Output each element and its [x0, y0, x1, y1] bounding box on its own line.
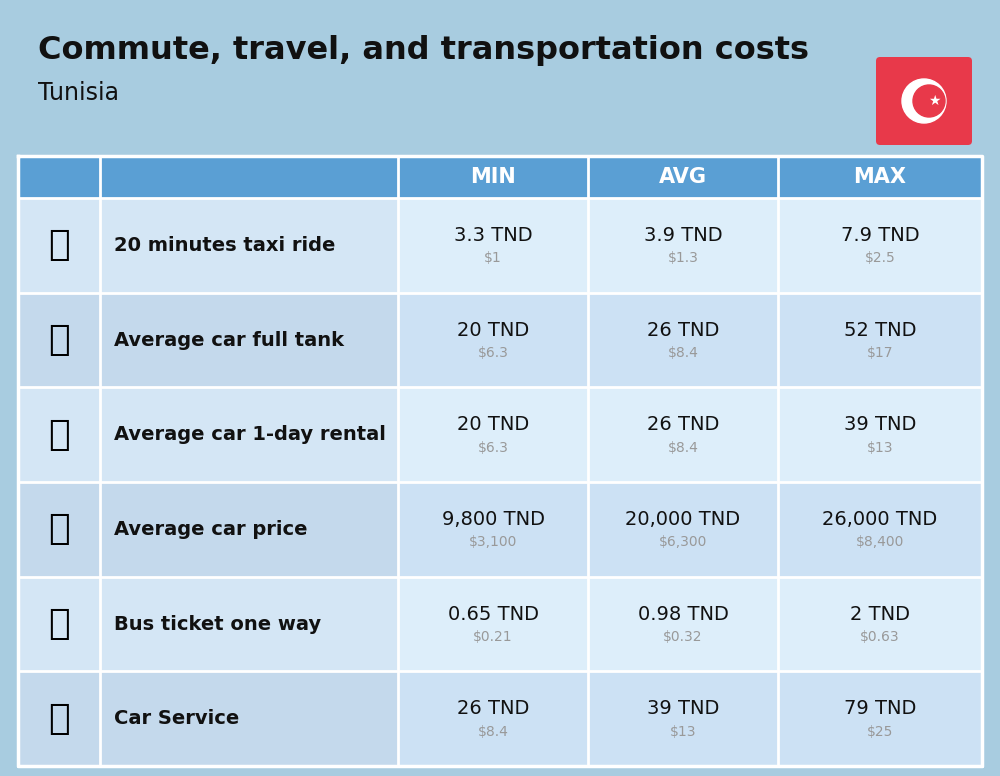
- Bar: [18, 482, 982, 577]
- Text: $2.5: $2.5: [865, 251, 895, 265]
- Text: $6,300: $6,300: [659, 535, 707, 549]
- Text: 39 TND: 39 TND: [844, 415, 916, 434]
- Text: Commute, travel, and transportation costs: Commute, travel, and transportation cost…: [38, 34, 809, 65]
- Text: Tunisia: Tunisia: [38, 81, 119, 105]
- Text: 🚘: 🚘: [48, 512, 70, 546]
- Text: ★: ★: [928, 94, 940, 108]
- Text: 20 TND: 20 TND: [457, 320, 529, 340]
- Bar: [18, 198, 982, 293]
- Bar: [398, 387, 982, 482]
- Text: MIN: MIN: [470, 167, 516, 187]
- Text: $3,100: $3,100: [469, 535, 517, 549]
- Text: $17: $17: [867, 346, 893, 360]
- Text: 52 TND: 52 TND: [844, 320, 916, 340]
- Text: $1.3: $1.3: [668, 251, 698, 265]
- Text: Average car price: Average car price: [114, 520, 308, 539]
- Text: $8.4: $8.4: [478, 725, 508, 739]
- Bar: [0, 0, 1000, 156]
- Text: MAX: MAX: [854, 167, 906, 187]
- Text: 🚕: 🚕: [48, 228, 70, 262]
- Bar: [398, 671, 982, 766]
- Text: 26,000 TND: 26,000 TND: [822, 510, 938, 528]
- Text: 🔧: 🔧: [48, 702, 70, 736]
- Text: ⛽: ⛽: [48, 323, 70, 357]
- Text: 20 minutes taxi ride: 20 minutes taxi ride: [114, 236, 335, 255]
- Text: $0.63: $0.63: [860, 630, 900, 644]
- Text: 26 TND: 26 TND: [457, 699, 529, 718]
- Text: $13: $13: [670, 725, 696, 739]
- Text: $8,400: $8,400: [856, 535, 904, 549]
- Text: AVG: AVG: [659, 167, 707, 187]
- Text: 20,000 TND: 20,000 TND: [625, 510, 741, 528]
- Text: 3.9 TND: 3.9 TND: [644, 226, 722, 245]
- Text: 0.98 TND: 0.98 TND: [638, 605, 728, 623]
- Text: 0.65 TND: 0.65 TND: [448, 605, 538, 623]
- Text: 79 TND: 79 TND: [844, 699, 916, 718]
- Circle shape: [913, 85, 945, 117]
- Text: $0.21: $0.21: [473, 630, 513, 644]
- Text: 9,800 TND: 9,800 TND: [442, 510, 544, 528]
- Text: 26 TND: 26 TND: [647, 320, 719, 340]
- Bar: [398, 482, 982, 577]
- Text: 3.3 TND: 3.3 TND: [454, 226, 532, 245]
- Text: Average car full tank: Average car full tank: [114, 331, 344, 349]
- Text: 20 TND: 20 TND: [457, 415, 529, 434]
- Text: 🚌: 🚌: [48, 607, 70, 641]
- Text: $6.3: $6.3: [478, 346, 508, 360]
- Text: 7.9 TND: 7.9 TND: [841, 226, 919, 245]
- Text: 26 TND: 26 TND: [647, 415, 719, 434]
- Text: Car Service: Car Service: [114, 709, 239, 728]
- Bar: [398, 577, 982, 671]
- Bar: [18, 671, 982, 766]
- Text: $6.3: $6.3: [478, 441, 508, 455]
- Bar: [18, 577, 982, 671]
- Text: 🚙: 🚙: [48, 417, 70, 452]
- Circle shape: [902, 79, 946, 123]
- Text: 39 TND: 39 TND: [647, 699, 719, 718]
- Bar: [398, 293, 982, 387]
- Text: $0.32: $0.32: [663, 630, 703, 644]
- Text: $8.4: $8.4: [668, 441, 698, 455]
- Text: $8.4: $8.4: [668, 346, 698, 360]
- Text: Bus ticket one way: Bus ticket one way: [114, 615, 321, 633]
- Bar: [18, 156, 982, 198]
- Text: $25: $25: [867, 725, 893, 739]
- FancyBboxPatch shape: [876, 57, 972, 145]
- Text: 2 TND: 2 TND: [850, 605, 910, 623]
- Bar: [18, 387, 982, 482]
- Text: $13: $13: [867, 441, 893, 455]
- Text: Average car 1-day rental: Average car 1-day rental: [114, 425, 386, 444]
- Text: $1: $1: [484, 251, 502, 265]
- Bar: [398, 198, 982, 293]
- Bar: [18, 293, 982, 387]
